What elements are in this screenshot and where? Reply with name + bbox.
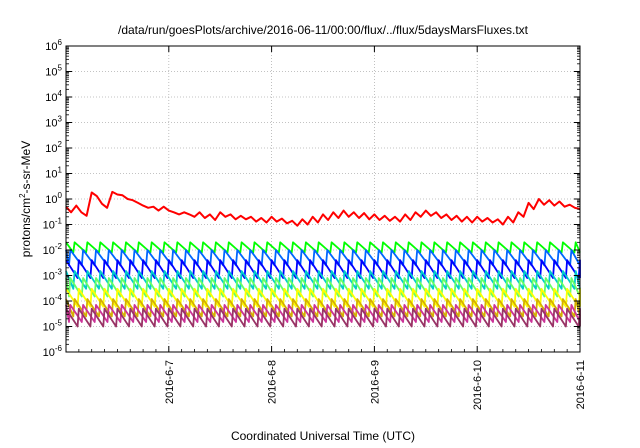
series-line-3: [65, 259, 581, 279]
y-tick-exponent: 1: [58, 166, 63, 175]
series-line-5: [65, 277, 581, 298]
y-tick-exponent: 5: [58, 64, 63, 73]
x-tick-label: 2016-6-8: [267, 360, 279, 404]
y-tick-base: 10: [43, 245, 55, 257]
y-tick-label: 10-4: [43, 293, 63, 308]
y-axis-label-sup: 2: [18, 193, 27, 198]
y-tick-label: 104: [45, 89, 62, 104]
y-tick-exponent: -1: [55, 217, 63, 226]
y-tick-base: 10: [45, 67, 57, 79]
y-tick-base: 10: [43, 220, 55, 232]
y-tick-exponent: 3: [58, 115, 63, 124]
series-line-7: [65, 298, 581, 318]
y-tick-base: 10: [45, 92, 57, 104]
series-line-9: [65, 307, 581, 328]
y-tick-label: 10-3: [43, 268, 63, 283]
y-tick-base: 10: [43, 322, 55, 334]
y-tick-label: 10-1: [43, 217, 63, 232]
y-tick-label: 10-2: [43, 242, 63, 257]
x-axis-label: Coordinated Universal Time (UTC): [231, 429, 415, 443]
x-tick-label: 2016-6-10: [472, 360, 484, 410]
y-tick-base: 10: [43, 347, 55, 359]
y-tick-exponent: 6: [58, 38, 63, 47]
y-tick-base: 10: [45, 194, 57, 206]
y-tick-base: 10: [45, 143, 57, 155]
y-tick-label: 106: [45, 38, 62, 53]
y-tick-base: 10: [43, 271, 55, 283]
y-tick-exponent: -6: [55, 344, 63, 353]
series-line-2: [65, 249, 581, 267]
y-tick-exponent: -3: [55, 268, 63, 277]
series-line-0: [65, 190, 581, 227]
y-tick-label: 101: [45, 166, 62, 181]
y-tick-exponent: -2: [55, 242, 63, 251]
series-line-6: [65, 287, 581, 308]
y-tick-label: 102: [45, 140, 62, 155]
y-tick-base: 10: [43, 296, 55, 308]
y-tick-base: 10: [45, 41, 57, 53]
y-tick-exponent: -5: [55, 319, 63, 328]
series-line-1: [65, 241, 581, 254]
series-layer: [65, 190, 581, 328]
y-tick-label: 10-5: [43, 319, 63, 334]
y-tick-exponent: 4: [58, 89, 63, 98]
y-axis-label-base: protons/cm: [19, 198, 33, 257]
x-tick-labels: 2016-6-7 2016-6-8 2016-6-9 2016-6-10 2016-6-…: [164, 360, 587, 410]
y-axis-label: protons/cm2-s-sr-MeV: [18, 141, 33, 257]
y-tick-label: 105: [45, 64, 62, 79]
y-tick-label: 100: [45, 191, 62, 206]
y-tick-exponent: 0: [58, 191, 63, 200]
series-line-4: [65, 270, 581, 290]
y-tick-base: 10: [45, 169, 57, 181]
x-tick-label: 2016-6-7: [164, 360, 176, 404]
x-tick-label: 2016-6-11: [575, 360, 587, 409]
axis-ticks: [66, 45, 581, 353]
y-tick-label: 103: [45, 115, 62, 130]
x-tick-label: 2016-6-9: [369, 360, 381, 404]
y-tick-exponent: -4: [55, 293, 63, 302]
y-tick-exponent: 2: [58, 140, 63, 149]
chart-title: /data/run/goesPlots/archive/2016-06-11/0…: [118, 23, 529, 37]
y-axis-label-rest: -s-sr-MeV: [19, 141, 33, 194]
y-tick-labels: 10-610-510-410-310-210-11001011021031041…: [43, 38, 63, 359]
y-tick-base: 10: [45, 118, 57, 130]
y-tick-label: 10-6: [43, 344, 63, 359]
